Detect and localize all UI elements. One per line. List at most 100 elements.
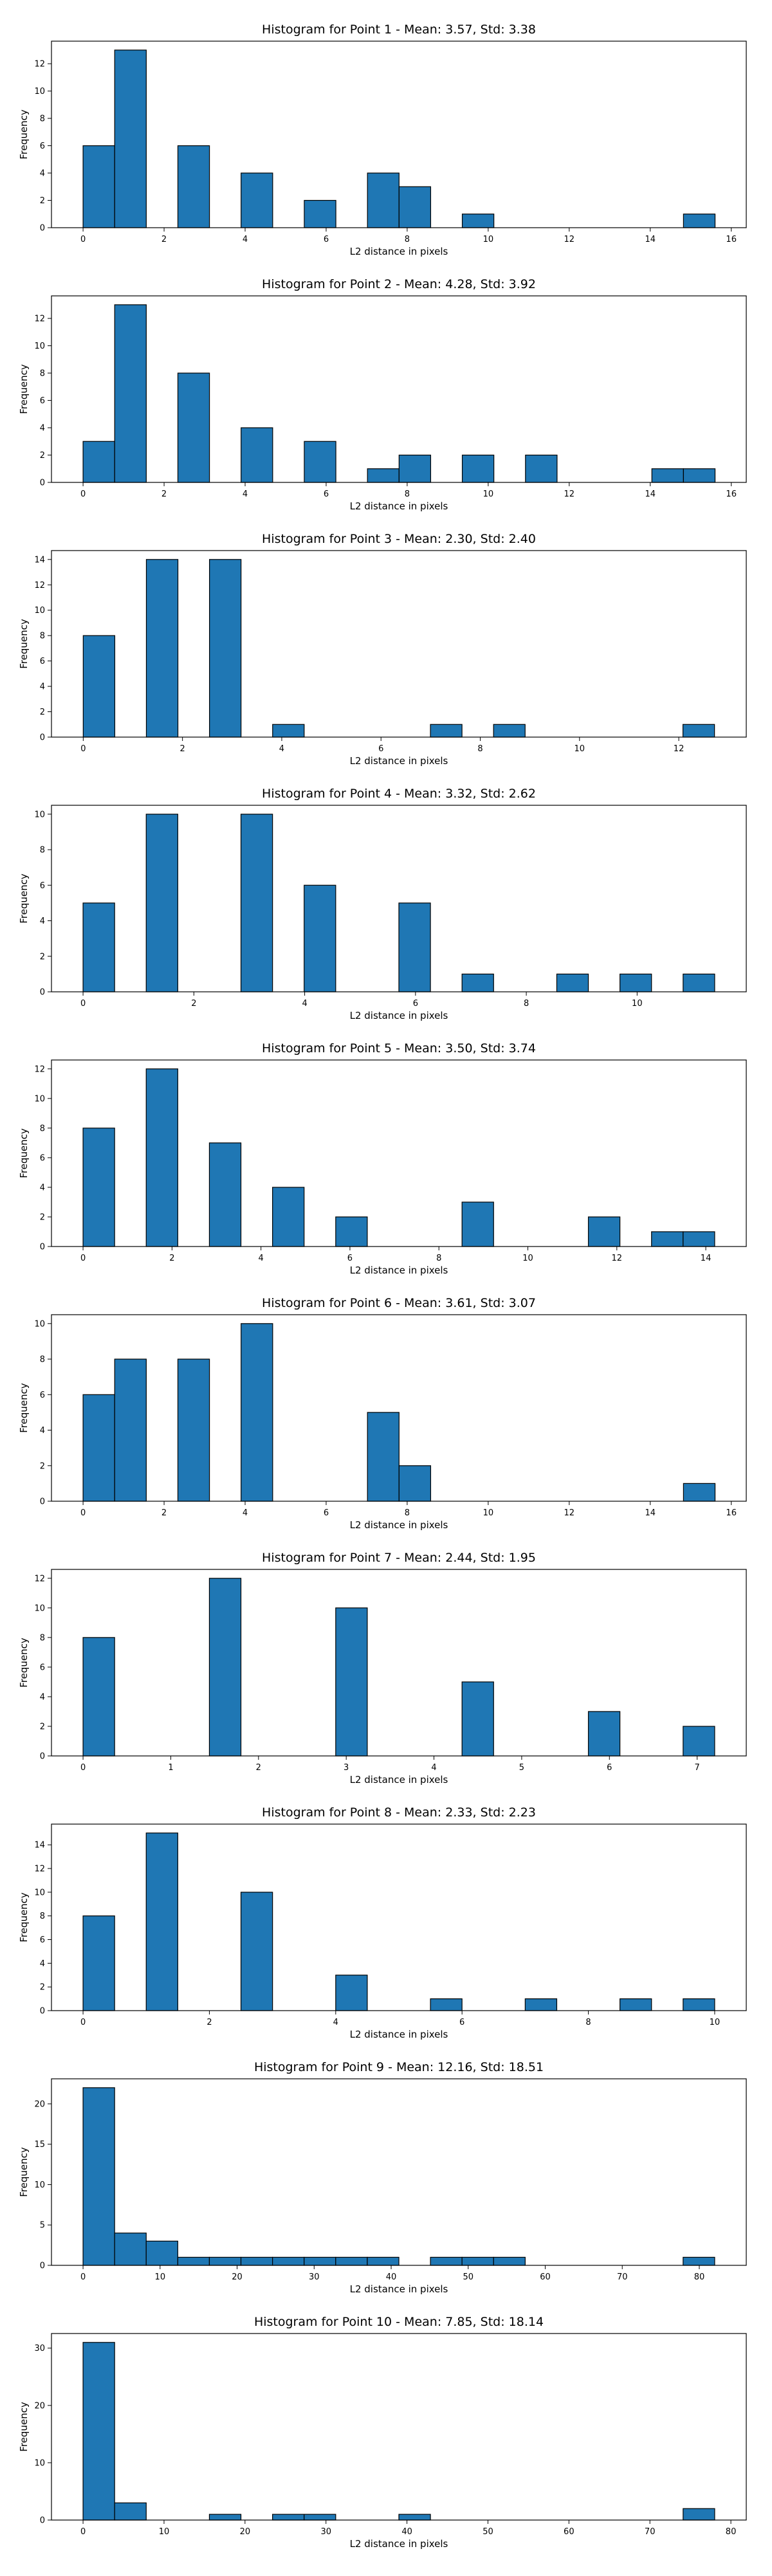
x-tick-label: 6 xyxy=(324,1508,329,1518)
x-tick-label: 6 xyxy=(324,235,329,244)
y-tick-label: 5 xyxy=(40,2221,45,2231)
x-tick-label: 8 xyxy=(585,2018,591,2027)
y-tick-label: 2 xyxy=(40,952,45,962)
histogram-bar xyxy=(493,724,526,738)
x-tick-label: 10 xyxy=(522,1254,533,1263)
x-axis-label: L2 distance in pixels xyxy=(350,2538,448,2550)
y-tick-label: 6 xyxy=(40,1935,45,1945)
y-tick-label: 10 xyxy=(34,810,45,819)
x-tick-label: 0 xyxy=(80,235,86,244)
y-axis-label: Frequency xyxy=(18,619,30,669)
y-tick-label: 0 xyxy=(40,2261,45,2271)
y-tick-label: 0 xyxy=(40,733,45,743)
histogram-bar xyxy=(367,468,400,483)
histogram-bar xyxy=(398,1465,432,1502)
y-tick-label: 4 xyxy=(40,169,45,179)
x-tick-label: 12 xyxy=(564,1508,575,1518)
histogram-bar xyxy=(82,441,115,483)
x-tick-label: 8 xyxy=(477,744,482,754)
histogram-bar xyxy=(620,1998,652,2011)
histogram-bar xyxy=(209,559,242,738)
x-tick-label: 2 xyxy=(191,999,196,1009)
y-tick-label: 30 xyxy=(34,2344,45,2353)
histogram-bar xyxy=(493,2256,526,2266)
histogram-bar xyxy=(683,1231,715,1247)
x-tick-label: 4 xyxy=(279,744,284,754)
x-tick-label: 8 xyxy=(405,489,410,499)
x-tick-label: 4 xyxy=(333,2018,338,2027)
x-tick-label: 10 xyxy=(483,489,494,499)
histogram-bar xyxy=(145,1832,178,2011)
y-tick-label: 10 xyxy=(34,1603,45,1613)
histogram-bar xyxy=(461,214,495,228)
y-tick-label: 4 xyxy=(40,682,45,692)
x-tick-label: 60 xyxy=(540,2272,551,2282)
x-tick-label: 50 xyxy=(463,2272,473,2282)
x-tick-label: 2 xyxy=(161,1508,167,1518)
x-tick-label: 7 xyxy=(694,1763,699,1773)
y-tick-label: 2 xyxy=(40,1212,45,1222)
plot-frame xyxy=(51,805,747,992)
x-tick-label: 5 xyxy=(519,1763,524,1773)
y-tick-label: 8 xyxy=(40,114,45,124)
histogram-panel: Histogram for Point 8 - Mean: 2.33, Std:… xyxy=(18,1805,747,2040)
x-tick-label: 0 xyxy=(80,1763,86,1773)
x-axis-label: L2 distance in pixels xyxy=(350,2029,448,2040)
x-tick-label: 6 xyxy=(378,744,383,754)
x-tick-label: 12 xyxy=(612,1254,623,1263)
y-tick-label: 20 xyxy=(34,2401,45,2411)
histogram-bar xyxy=(620,973,652,992)
y-tick-label: 0 xyxy=(40,1752,45,1762)
x-axis-label: L2 distance in pixels xyxy=(350,1774,448,1786)
histogram-bar xyxy=(398,186,432,228)
y-axis-label: Frequency xyxy=(18,2147,30,2197)
x-tick-label: 0 xyxy=(80,2018,86,2027)
histogram-bar xyxy=(683,2256,715,2266)
y-tick-label: 2 xyxy=(40,451,45,461)
histogram-bar xyxy=(651,468,684,483)
x-axis-label: L2 distance in pixels xyxy=(350,500,448,512)
x-axis-label: L2 distance in pixels xyxy=(350,1265,448,1276)
x-tick-label: 0 xyxy=(80,489,86,499)
x-tick-label: 3 xyxy=(344,1763,349,1773)
plot-frame xyxy=(51,2078,747,2266)
y-tick-label: 10 xyxy=(34,2180,45,2190)
x-tick-label: 2 xyxy=(207,2018,212,2027)
histogram-panel: Histogram for Point 3 - Mean: 2.30, Std:… xyxy=(18,532,747,767)
histogram-bar xyxy=(651,1231,684,1247)
chart-title: Histogram for Point 9 - Mean: 12.16, Std… xyxy=(254,2060,544,2074)
x-tick-label: 2 xyxy=(180,744,185,754)
chart-title: Histogram for Point 4 - Mean: 3.32, Std:… xyxy=(262,787,536,801)
y-tick-label: 2 xyxy=(40,1722,45,1731)
histogram-bar xyxy=(114,2233,147,2266)
x-tick-label: 2 xyxy=(256,1763,261,1773)
plot-frame xyxy=(51,1823,747,2011)
x-tick-label: 6 xyxy=(347,1254,353,1263)
histogram-bar xyxy=(82,1915,115,2011)
x-tick-label: 0 xyxy=(80,744,86,754)
histogram-bar xyxy=(82,635,116,738)
plot-frame xyxy=(51,295,747,483)
histogram-bar xyxy=(240,814,273,992)
x-tick-label: 80 xyxy=(726,2527,737,2537)
y-tick-label: 6 xyxy=(40,657,45,666)
histogram-bar xyxy=(461,2256,494,2266)
y-tick-label: 10 xyxy=(34,606,45,616)
x-tick-label: 10 xyxy=(710,2018,721,2027)
histogram-bar xyxy=(177,145,210,228)
y-tick-label: 4 xyxy=(40,424,45,434)
histogram-panel: Histogram for Point 1 - Mean: 3.57, Std:… xyxy=(18,23,747,257)
histogram-bar xyxy=(145,1068,178,1247)
histogram-bar xyxy=(82,2342,115,2521)
y-tick-label: 2 xyxy=(40,708,45,717)
plot-frame xyxy=(51,1059,747,1247)
x-tick-label: 0 xyxy=(80,1254,86,1263)
y-tick-label: 6 xyxy=(40,1153,45,1163)
plot-frame xyxy=(51,1314,747,1502)
histogram-bar xyxy=(335,1975,368,2011)
y-tick-label: 12 xyxy=(34,1574,45,1584)
x-tick-label: 8 xyxy=(405,1508,410,1518)
x-tick-label: 2 xyxy=(161,489,167,499)
histogram-bar xyxy=(272,2514,305,2521)
